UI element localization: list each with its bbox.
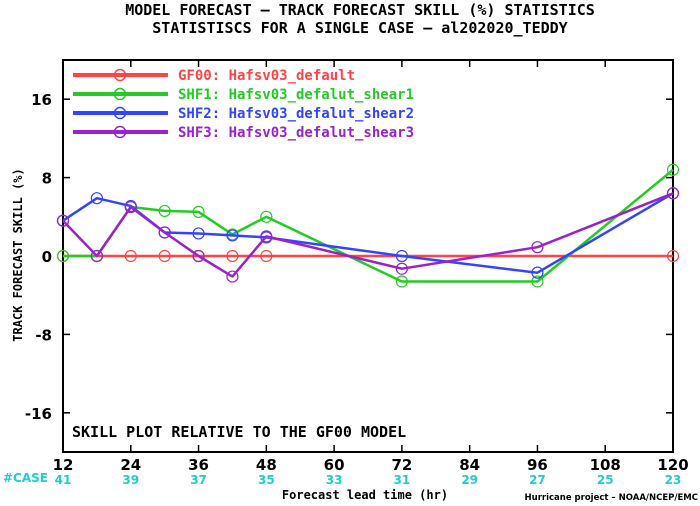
series-marker-2: [192, 205, 205, 218]
series-marker-2: [260, 210, 273, 223]
series-marker-1: [124, 249, 137, 263]
series-marker-3: [226, 229, 239, 242]
series-marker-2: [395, 275, 408, 288]
legend-label-2: SHF1: Hafsv03_defalut_shear1: [178, 87, 414, 103]
chart-title: MODEL FORECAST – TRACK FORECAST SKILL (%…: [125, 1, 595, 19]
x-tick-label: 36: [188, 456, 209, 474]
x-tick-label: 108: [590, 456, 621, 474]
x-tick-label: 72: [391, 456, 412, 474]
legend-marker-2: [113, 87, 127, 101]
y-axis-label: TRACK FORECAST SKILL (%): [11, 168, 25, 341]
case-count: 27: [529, 473, 546, 487]
legend-marker-4: [113, 125, 127, 139]
series-marker-1: [158, 249, 171, 263]
series-marker-1: [226, 249, 239, 263]
series-marker-2: [56, 249, 70, 263]
case-count: 29: [461, 473, 478, 487]
y-tick-label: 0: [42, 248, 52, 266]
series-marker-4: [395, 262, 408, 275]
legend-label-3: SHF2: Hafsv03_defalut_shear2: [178, 106, 414, 122]
series-marker-3: [531, 266, 544, 279]
series-marker-4: [158, 226, 171, 239]
case-count: 33: [326, 473, 343, 487]
series-marker-4: [56, 214, 70, 227]
y-tick-label: -8: [35, 326, 52, 344]
chart-subtitle: STATISTISCS FOR A SINGLE CASE – al202020…: [152, 19, 567, 37]
series-marker-4: [226, 270, 239, 283]
series-marker-1: [260, 249, 273, 263]
case-count: 35: [258, 473, 275, 487]
case-count: 37: [190, 473, 207, 487]
y-tick-label: 16: [31, 91, 52, 109]
series-line-3: [62, 192, 674, 274]
skill-annotation: SKILL PLOT RELATIVE TO THE GF00 MODEL: [72, 423, 406, 441]
case-count: 41: [55, 473, 72, 487]
legend-marker-3: [113, 106, 127, 120]
x-tick-label: 48: [256, 456, 277, 474]
y-tick-label: -16: [25, 405, 52, 423]
x-axis-label: Forecast lead time (hr): [282, 488, 448, 502]
y-tick-label: 8: [42, 170, 52, 188]
series-marker-3: [90, 192, 103, 205]
series-marker-4: [260, 230, 273, 243]
x-tick-label: 24: [120, 456, 141, 474]
x-tick-label: 120: [657, 456, 688, 474]
x-tick-labels: 12 24 36 48 60 72 84 96 108 120: [53, 456, 689, 474]
case-count: 23: [665, 473, 682, 487]
series-marker-3: [395, 249, 408, 263]
case-counts: 41 39 37 35 33 31 29 27 25 23: [55, 473, 682, 487]
series-marker-4: [666, 187, 680, 200]
series-marker-4: [531, 241, 544, 254]
series-marker-4: [124, 200, 137, 214]
series-marker-1: [666, 249, 680, 263]
legend-label-1: GF00: Hafsv03_default: [178, 68, 355, 84]
series-marker-4: [90, 249, 103, 263]
x-tick-label: 12: [53, 456, 74, 474]
series-marker-2: [666, 163, 680, 176]
series-marker-2: [531, 275, 544, 288]
series-marker-3: [192, 227, 205, 240]
credit-text: Hurricane project – NOAA/NCEP/EMC: [525, 493, 698, 503]
y-tick-labels: -16 -8 0 8 16: [25, 91, 52, 423]
x-tick-label: 60: [324, 456, 345, 474]
legend-label-4: SHF3: Hafsv03_defalut_shear3: [178, 125, 414, 141]
series-marker-2: [158, 204, 171, 218]
legend: GF00: Hafsv03_default SHF1: Hafsv03_defal…: [73, 68, 414, 141]
case-count: 31: [394, 473, 411, 487]
case-count: 25: [597, 473, 614, 487]
x-tick-label: 96: [527, 456, 548, 474]
x-tick-label: 84: [459, 456, 480, 474]
plot-area: [56, 59, 680, 453]
legend-marker-1: [113, 68, 127, 82]
case-label: #CASE: [3, 471, 48, 485]
series-marker-4: [192, 249, 205, 263]
series-line-4: [62, 192, 674, 278]
case-count: 39: [122, 473, 139, 487]
